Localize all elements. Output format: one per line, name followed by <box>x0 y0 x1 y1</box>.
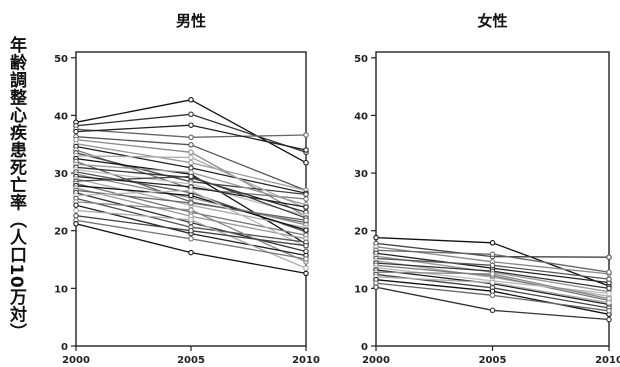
data-point <box>606 316 612 323</box>
x-tick-label: 2000 <box>362 355 390 366</box>
data-point <box>303 217 309 224</box>
series-line <box>73 221 309 277</box>
data-point <box>489 307 496 314</box>
series-line <box>73 217 309 262</box>
data-point <box>303 132 309 138</box>
data-point <box>606 276 612 282</box>
data-point <box>188 192 194 199</box>
data-point <box>303 159 309 166</box>
data-point <box>188 142 194 148</box>
series-line <box>73 111 309 156</box>
data-point <box>303 270 309 277</box>
data-point <box>303 256 309 262</box>
y-tick-label: 50 <box>54 54 68 65</box>
panel-men: 男性 0 10 20 30 40 50 2000 2005 2010 <box>54 12 320 366</box>
data-point <box>373 234 379 241</box>
data-point <box>73 202 79 209</box>
y-axis-label: 年齢調整心疾患死亡率（人口10万対） <box>6 36 26 341</box>
y-tick-label: 20 <box>354 227 368 238</box>
data-point <box>303 196 309 202</box>
data-point <box>303 242 309 249</box>
y-tick-label: 20 <box>54 227 68 238</box>
data-point <box>188 165 194 171</box>
series-line <box>373 280 612 314</box>
data-point <box>188 159 194 166</box>
x-tick-label: 2000 <box>62 355 90 366</box>
data-point <box>188 122 194 128</box>
data-point <box>73 221 79 227</box>
data-point <box>489 251 496 258</box>
y-tick-label: 0 <box>61 342 68 353</box>
data-point <box>188 187 194 194</box>
data-point <box>188 134 194 141</box>
y-tick-label: 10 <box>354 284 368 295</box>
data-point <box>489 240 496 246</box>
data-point <box>489 292 496 299</box>
data-point <box>73 212 79 219</box>
y-tick-label: 50 <box>354 54 368 65</box>
data-point <box>606 285 612 292</box>
data-point <box>489 279 496 286</box>
panel-title: 男性 <box>176 12 206 30</box>
y-tick-label: 10 <box>54 284 68 295</box>
data-point <box>188 97 194 103</box>
y-tick-label: 30 <box>54 169 68 180</box>
series-line <box>373 284 612 323</box>
data-point <box>606 269 612 275</box>
data-point <box>303 191 309 198</box>
data-point <box>606 300 612 306</box>
data-point <box>303 227 309 233</box>
series-line <box>73 126 309 141</box>
data-point <box>188 149 194 156</box>
data-point <box>606 254 612 260</box>
series-line <box>73 212 309 249</box>
data-point <box>188 207 194 213</box>
y-tick-label: 40 <box>54 111 68 122</box>
data-point <box>73 207 79 214</box>
x-tick-label: 2005 <box>177 355 205 366</box>
data-point <box>303 204 309 210</box>
data-point <box>606 308 612 314</box>
data-point <box>188 236 194 242</box>
data-point <box>188 227 194 234</box>
y-tick-label: 40 <box>354 111 368 122</box>
data-point <box>373 284 379 290</box>
y-tick-label: 0 <box>361 342 368 353</box>
data-point <box>606 290 612 297</box>
data-point <box>303 265 309 271</box>
panel-title: 女性 <box>477 12 507 30</box>
x-tick-label: 2010 <box>595 355 620 366</box>
x-tick-label: 2010 <box>292 355 320 366</box>
series-line <box>73 122 309 153</box>
data-point <box>188 249 194 256</box>
panel-women: 女性 0 10 20 30 40 50 2000 2005 2010 <box>354 12 620 366</box>
data-point <box>188 217 194 223</box>
x-tick-label: 2005 <box>479 355 507 366</box>
data-point <box>188 173 194 180</box>
y-tick-label: 30 <box>354 169 368 180</box>
data-point <box>188 111 194 118</box>
data-point <box>188 154 194 161</box>
data-point <box>188 200 194 206</box>
series-line <box>373 274 612 306</box>
data-point <box>489 271 496 277</box>
data-point <box>303 147 309 153</box>
data-point <box>489 262 496 269</box>
data-point <box>73 128 79 135</box>
